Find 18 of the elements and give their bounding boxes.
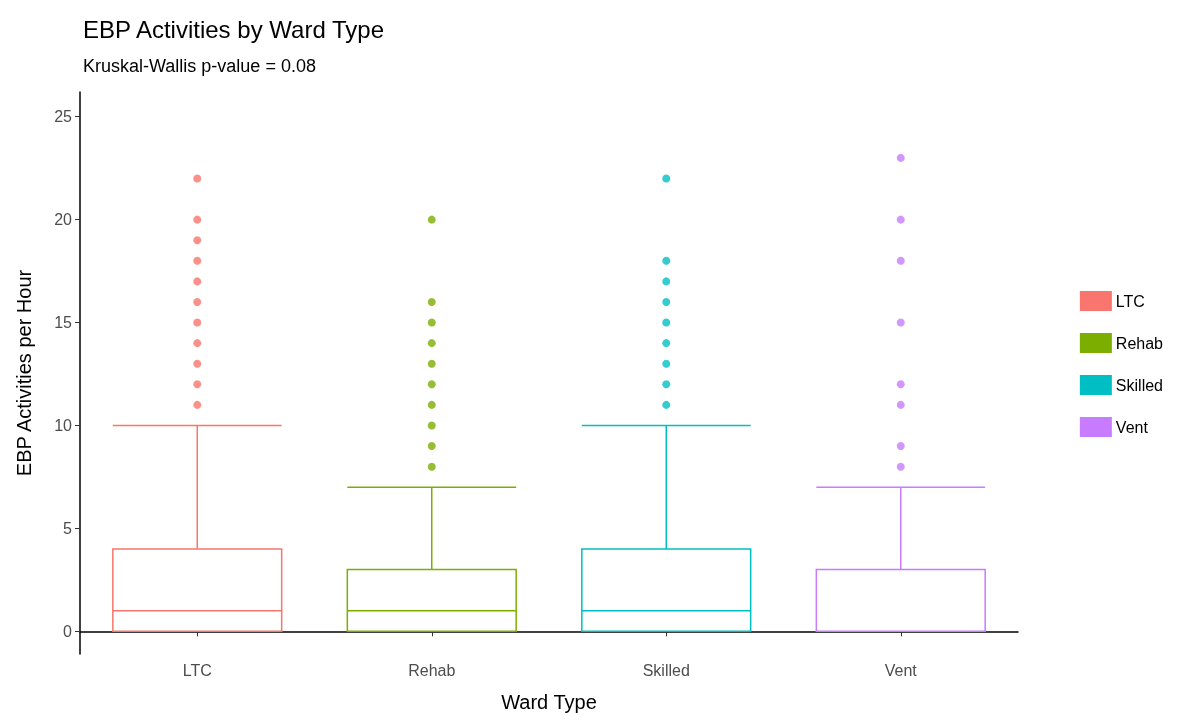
y-tick-label: 10 [54, 416, 73, 434]
chart-subtitle: Kruskal-Wallis p-value = 0.08 [83, 56, 316, 76]
x-tick-label: Rehab [408, 661, 456, 679]
x-tick-label: Vent [884, 661, 918, 679]
legend-label: Vent [1115, 418, 1149, 436]
legend-label: Skilled [1115, 376, 1163, 394]
x-tick-label: Skilled [642, 661, 690, 679]
y-tick-label: 25 [54, 108, 73, 126]
x-tick-label: LTC [182, 661, 212, 679]
legend-label: LTC [1115, 292, 1145, 310]
y-tick-label: 15 [54, 314, 73, 332]
y-axis-title: EBP Activities per Hour [13, 269, 35, 477]
y-tick-label: 5 [63, 519, 73, 537]
chart-title: EBP Activities by Ward Type [83, 15, 385, 43]
y-tick-label: 0 [63, 622, 73, 640]
y-tick-label: 20 [54, 211, 73, 229]
x-axis-title: Ward Type [501, 691, 597, 713]
legend-label: Rehab [1115, 334, 1164, 352]
